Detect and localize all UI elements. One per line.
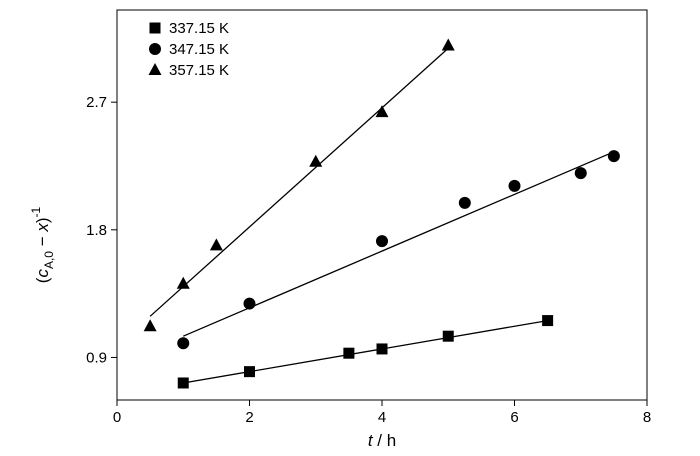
data-point-series-1 (177, 377, 189, 389)
data-point-series-2 (376, 235, 388, 248)
data-point-series-2 (458, 196, 471, 209)
data-point-series-3 (375, 105, 389, 118)
x-tick-label: 4 (378, 409, 386, 426)
data-point-series-3 (176, 276, 190, 289)
data-point-series-2 (177, 337, 190, 350)
data-point-series-3 (441, 38, 455, 51)
y-axis-ticks: 0.9 1.8 2.7 (86, 94, 117, 366)
y-tick-label: 1.8 (86, 222, 107, 239)
y-tick-label: 2.7 (86, 94, 107, 111)
fit-line-series-1 (183, 319, 548, 384)
x-tick-label: 8 (643, 409, 651, 426)
data-point-series-2 (607, 150, 620, 163)
data-point-series-3 (143, 319, 157, 332)
legend-label: 337.15 K (169, 20, 229, 37)
y-tick-label: 0.9 (86, 349, 107, 366)
data-point-series-1 (542, 315, 554, 327)
x-axis-title: t / h (368, 431, 396, 450)
data-points (143, 38, 620, 389)
fit-lines (149, 47, 615, 384)
x-tick-label: 6 (510, 409, 518, 426)
data-point-series-3 (309, 154, 323, 167)
data-point-series-1 (442, 330, 454, 342)
data-point-series-2 (574, 167, 587, 180)
legend: 337.15 K 347.15 K 357.15 K (148, 20, 229, 79)
data-point-series-1 (244, 366, 255, 378)
x-axis-ticks: 0 2 4 6 8 (113, 400, 651, 426)
data-point-series-1 (376, 343, 388, 355)
x-tick-label: 2 (245, 409, 253, 426)
legend-label: 347.15 K (169, 41, 229, 58)
x-tick-label: 0 (113, 409, 121, 426)
data-point-series-2 (243, 297, 256, 310)
legend-label: 357.15 K (169, 62, 229, 79)
fit-line-series-3 (149, 47, 449, 317)
data-point-series-1 (343, 347, 355, 359)
legend-marker-circle (149, 43, 161, 55)
data-point-series-3 (209, 238, 223, 251)
legend-marker-triangle (148, 63, 162, 75)
data-point-series-2 (508, 179, 521, 192)
y-axis-title: (cA,0 − x)-1 (29, 206, 56, 283)
legend-marker-square (149, 22, 161, 34)
